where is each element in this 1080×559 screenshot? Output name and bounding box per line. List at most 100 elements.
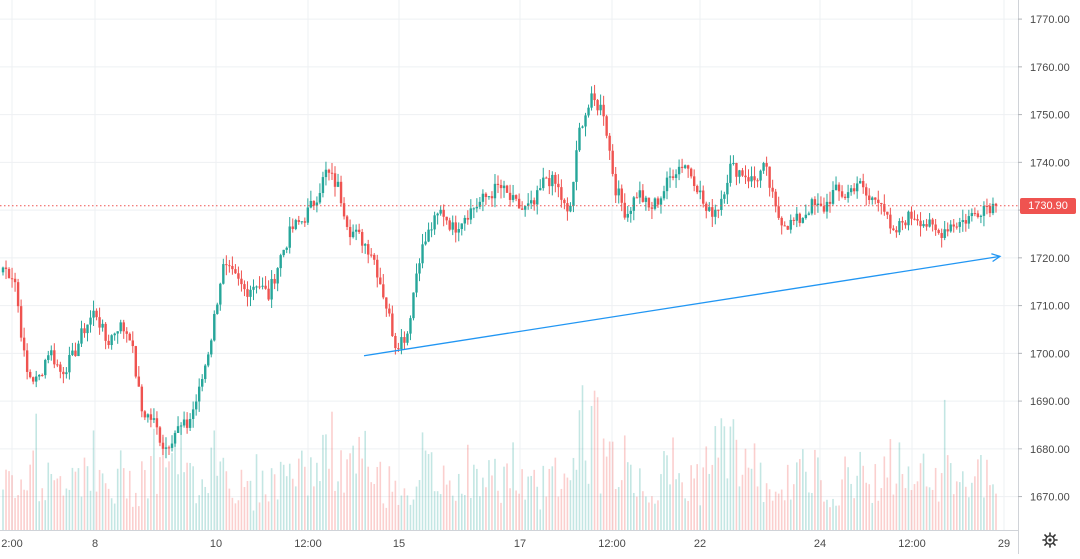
- candle-body: [47, 355, 50, 360]
- candle-body: [143, 411, 147, 418]
- volume-bar: [934, 467, 937, 530]
- candle-body: [765, 163, 768, 167]
- candle-body: [16, 282, 20, 307]
- candle-body: [831, 190, 835, 204]
- candle-body: [895, 230, 898, 233]
- candle-body: [442, 209, 445, 217]
- volume-bar: [904, 488, 907, 530]
- volume-bar: [587, 483, 590, 530]
- candle-body: [291, 226, 294, 229]
- candle-body: [68, 354, 71, 373]
- volume-bar: [925, 486, 928, 530]
- candle-body: [496, 183, 500, 185]
- volume-bar: [744, 448, 747, 530]
- candle-body: [243, 284, 246, 290]
- volume-bar: [506, 463, 508, 530]
- volume-bar: [83, 457, 86, 530]
- candle-body: [10, 278, 14, 280]
- volume-bar: [189, 462, 191, 530]
- candle-body: [638, 190, 642, 198]
- volume-bar: [539, 509, 542, 530]
- candle-body: [671, 176, 675, 178]
- volume-bar: [599, 493, 602, 530]
- last-price-label: 1730.90: [1020, 197, 1076, 214]
- volume-bar: [645, 496, 647, 530]
- volume-bar: [406, 495, 409, 530]
- candle-body: [231, 266, 234, 270]
- volume-bar: [862, 465, 864, 530]
- volume-bar: [379, 461, 382, 530]
- volume-bar: [47, 462, 50, 530]
- candle-body: [348, 226, 352, 238]
- candle-body: [605, 116, 608, 136]
- volume-bar: [86, 466, 89, 530]
- volume-bar: [98, 469, 101, 530]
- candle-body: [107, 340, 110, 346]
- volume-bar: [445, 484, 448, 530]
- volume-bar: [131, 506, 134, 530]
- candle-body: [297, 220, 300, 222]
- candle-body: [261, 285, 264, 287]
- candle-body: [958, 222, 961, 227]
- candle-body: [13, 278, 17, 283]
- candle-body: [955, 226, 958, 228]
- candle-body: [481, 193, 485, 202]
- volume-bar: [17, 495, 19, 530]
- candle-body: [511, 195, 515, 200]
- settings-button[interactable]: [1038, 531, 1062, 553]
- volume-bar: [771, 500, 774, 530]
- candle-body: [711, 207, 714, 217]
- volume-bar: [786, 464, 789, 530]
- trend-line[interactable]: [363, 255, 1001, 357]
- candle-body: [436, 213, 439, 216]
- candle-body: [285, 247, 288, 250]
- candle-body: [140, 386, 144, 412]
- volume-bar: [835, 505, 837, 530]
- candle-body: [514, 195, 518, 199]
- volume-bar: [92, 430, 95, 530]
- candle-body: [173, 432, 177, 444]
- candle-body: [469, 208, 473, 220]
- volume-bar: [370, 482, 373, 530]
- candle-body: [22, 337, 26, 351]
- volume-bar: [865, 482, 868, 530]
- volume-bar: [485, 487, 487, 530]
- volume-bar: [868, 484, 871, 530]
- candle-body: [300, 221, 304, 223]
- candle-body: [35, 376, 38, 382]
- volume-bar: [593, 390, 596, 530]
- volume-bar: [391, 491, 394, 530]
- volume-bar: [316, 462, 318, 530]
- candle-body: [940, 233, 943, 238]
- volume-bar: [551, 466, 554, 530]
- candle-body: [394, 335, 397, 349]
- candle-body: [729, 163, 732, 183]
- candle-body: [584, 115, 587, 127]
- candle-body: [759, 170, 762, 181]
- volume-bar: [611, 441, 614, 530]
- volume-bar: [430, 452, 433, 530]
- volume-bar: [614, 489, 617, 530]
- time-tick-label: 10: [210, 538, 222, 550]
- candle-body: [819, 203, 823, 207]
- volume-bar: [581, 385, 584, 530]
- candle-body: [952, 224, 955, 227]
- candle-body: [104, 323, 107, 341]
- candle-body: [158, 427, 162, 443]
- candle-body: [315, 202, 319, 206]
- volume-bar: [50, 474, 53, 530]
- volume-bar: [995, 493, 997, 530]
- candle-body: [490, 196, 494, 199]
- volume-bar: [620, 480, 623, 530]
- volume-bar: [44, 500, 47, 530]
- volume-bar: [451, 495, 454, 530]
- volume-bar: [527, 476, 529, 530]
- volume-bar: [285, 476, 288, 530]
- candle-body: [569, 205, 572, 212]
- candle-body: [409, 318, 412, 334]
- candle-body: [95, 310, 98, 318]
- candle-body: [617, 188, 620, 196]
- candle-body: [74, 350, 77, 357]
